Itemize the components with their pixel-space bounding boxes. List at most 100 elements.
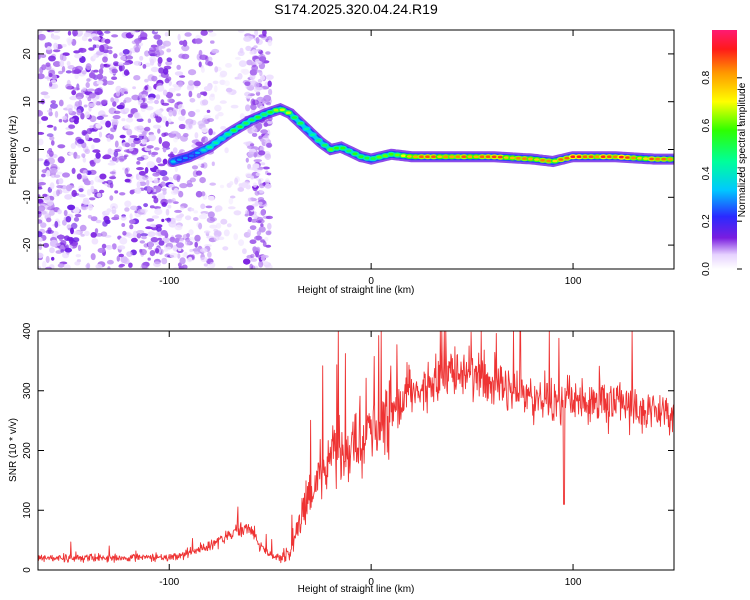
noise-blob xyxy=(174,224,183,231)
ridge-core xyxy=(334,146,340,150)
noise-blob xyxy=(98,131,103,138)
ridge-core xyxy=(255,115,261,119)
noise-blob xyxy=(71,189,77,198)
noise-blob xyxy=(49,182,55,190)
noise-blob xyxy=(161,132,167,137)
noise-blob xyxy=(128,137,134,144)
noise-blob xyxy=(38,194,41,198)
noise-blob xyxy=(68,238,74,244)
ridge-core xyxy=(382,154,388,157)
noise-blob xyxy=(62,219,67,226)
noise-blob xyxy=(265,244,272,248)
snr-x-tick-label: 100 xyxy=(565,577,582,588)
noise-blob xyxy=(76,173,82,180)
noise-blob xyxy=(267,172,272,176)
noise-blob xyxy=(226,223,232,228)
noise-blob xyxy=(129,135,138,139)
noise-blob xyxy=(119,263,125,267)
noise-blob xyxy=(174,166,178,173)
noise-blob xyxy=(165,91,174,99)
ridge-core xyxy=(346,149,352,153)
noise-blob xyxy=(87,88,96,92)
noise-blob xyxy=(265,51,271,55)
noise-blob xyxy=(200,203,206,210)
noise-blob xyxy=(154,147,160,151)
noise-blob xyxy=(146,100,154,104)
noise-blob xyxy=(147,118,152,124)
noise-blob xyxy=(201,191,206,197)
ridge-core xyxy=(358,155,364,158)
noise-blob xyxy=(225,63,232,68)
ridge-core xyxy=(588,155,594,158)
noise-blob xyxy=(46,124,54,128)
noise-blob xyxy=(141,262,148,269)
spectrogram-y-tick-label: 0 xyxy=(22,146,33,152)
noise-blob xyxy=(196,93,202,99)
noise-blob xyxy=(133,75,141,81)
noise-blob xyxy=(256,216,264,222)
colorbar-gradient xyxy=(712,30,737,269)
noise-blob xyxy=(48,72,53,78)
noise-blob xyxy=(75,254,82,258)
noise-blob xyxy=(59,53,64,61)
noise-blob xyxy=(86,188,92,196)
ridge-core xyxy=(449,155,455,158)
noise-blob xyxy=(225,87,233,93)
noise-blob xyxy=(170,190,179,196)
noise-blob xyxy=(184,123,194,130)
noise-blob xyxy=(199,54,208,61)
noise-blob xyxy=(186,85,195,91)
noise-blob xyxy=(79,175,88,180)
noise-blob xyxy=(88,203,93,211)
noise-blob xyxy=(43,94,51,99)
noise-blob xyxy=(211,48,220,54)
noise-blob xyxy=(250,258,258,262)
noise-blob xyxy=(138,181,147,186)
noise-blob xyxy=(83,32,91,38)
ridge-core xyxy=(340,146,346,150)
noise-blob xyxy=(110,203,118,210)
noise-blob xyxy=(157,237,162,241)
noise-blob xyxy=(244,213,249,217)
noise-blob xyxy=(96,73,104,80)
noise-blob xyxy=(49,167,58,174)
noise-blob xyxy=(38,158,44,162)
noise-blob xyxy=(136,125,144,131)
noise-blob xyxy=(139,240,145,244)
noise-blob xyxy=(179,183,188,189)
noise-blob xyxy=(102,76,107,80)
noise-blob xyxy=(116,90,121,97)
noise-blob xyxy=(96,80,104,85)
noise-blob xyxy=(54,110,59,118)
noise-blob xyxy=(74,101,81,107)
noise-blob xyxy=(54,174,61,178)
ridge-core xyxy=(600,155,606,158)
noise-blob xyxy=(219,70,228,78)
noise-blob xyxy=(124,91,129,95)
noise-blob xyxy=(90,180,94,185)
noise-blob xyxy=(167,118,172,124)
noise-blob xyxy=(162,176,169,182)
noise-blob xyxy=(70,143,77,149)
noise-blob xyxy=(113,214,120,220)
noise-blob xyxy=(38,237,43,242)
snr-series xyxy=(38,331,674,564)
noise-blob xyxy=(111,156,118,162)
noise-blob xyxy=(145,226,153,230)
noise-blob xyxy=(150,113,155,119)
noise-blob xyxy=(89,115,97,123)
noise-blob xyxy=(161,257,168,265)
noise-blob xyxy=(83,104,88,108)
noise-blob xyxy=(165,60,173,66)
noise-blob xyxy=(144,126,151,132)
spectrogram-y-tick-label: 10 xyxy=(22,96,33,108)
noise-blob xyxy=(41,116,49,121)
noise-blob xyxy=(113,124,118,130)
noise-blob xyxy=(219,100,227,104)
noise-blob xyxy=(109,195,114,201)
noise-blob xyxy=(38,52,41,60)
noise-blob xyxy=(101,78,108,86)
noise-blob xyxy=(163,68,169,75)
noise-blob xyxy=(176,93,181,97)
noise-blob xyxy=(262,241,267,247)
